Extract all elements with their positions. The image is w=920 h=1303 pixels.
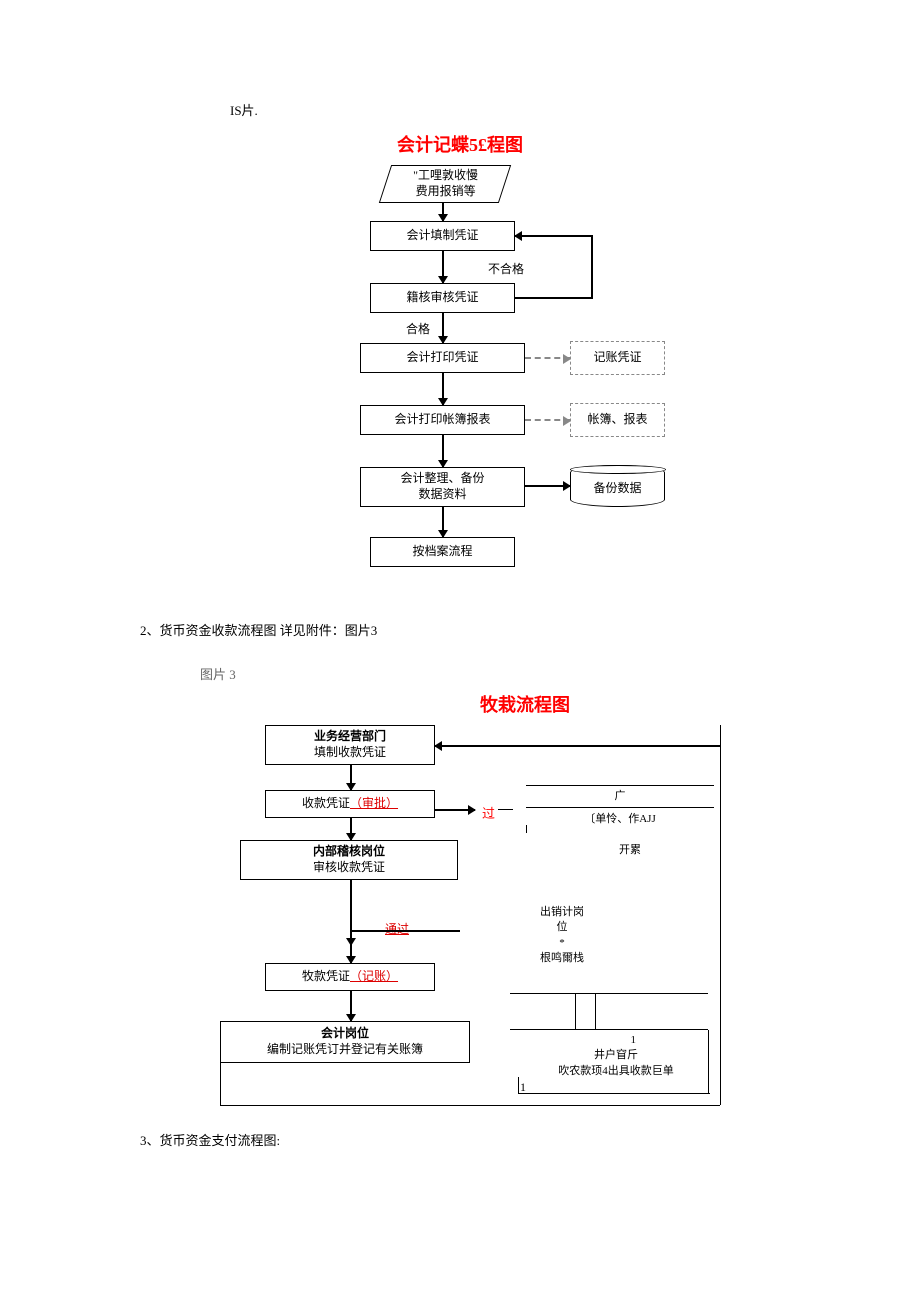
start-l1: "工哩敦收慢 [413, 168, 478, 184]
a1-l2: 填制收款凭证 [314, 745, 386, 761]
a4-base: 牧款凭证 [302, 969, 350, 983]
start-node: "工哩敦收慢 费用报销等 [379, 165, 511, 203]
flowchart-2: 业务经营部门 填制收款凭证 收款凭证（审批） 过 内部稽核岗位 审核收款凭证 通… [180, 725, 740, 1105]
n4-side: 帐簿、报表 [570, 403, 665, 437]
node-audit-voucher: 籍核审核凭证 [370, 283, 515, 313]
a2-base: 收款凭证 [302, 796, 350, 810]
node-receipt-approve: 收款凭证（审批） [265, 790, 435, 818]
b1-l1: 广 [526, 789, 714, 804]
image3-caption: 图片 3 [200, 664, 780, 683]
side-b2: 开累 [580, 843, 680, 858]
n2-text: 籍核审核凭证 [406, 290, 478, 306]
b3-l4: 根鸣爾栈 [502, 951, 622, 966]
node-accounting: 会计岗位 编制记账凭订并登记有关账簿 [220, 1021, 470, 1063]
n4-text: 会计打印帐簿报表 [394, 412, 490, 428]
node-biz-dept: 业务经营部门 填制收款凭证 [265, 725, 435, 765]
chart2-title: 牧栽流程图 [270, 691, 780, 717]
label-fail: 不合格 [488, 260, 524, 277]
start-l2: 费用报销等 [413, 184, 478, 200]
section3-text: 3、货币资金支付流程图: [140, 1130, 780, 1149]
chart1-title: 会计记蝶5£程图 [140, 131, 780, 157]
label-tongguo: 通过 [385, 920, 409, 937]
side-b3: 出销计岗 位 * 根鸣爾栈 [502, 905, 622, 967]
n5-l2: 数据资料 [418, 487, 466, 503]
b3-l3: * [502, 936, 622, 951]
header-label: IS片. [230, 100, 780, 119]
n3-side: 记账凭证 [570, 341, 665, 375]
side-b1: 广 〔单怜、作AJJ [526, 785, 714, 828]
flowchart-1: "工哩敦收慢 费用报销等 会计填制凭证 不合格 籍核审核凭证 合格 会计打印凭证… [220, 165, 700, 605]
section2-text: 2、货币资金收款流程图 详见附件：图片3 [140, 620, 780, 639]
n5-side-cylinder: 备份数据 [570, 465, 665, 507]
a3-l2: 审核收款凭证 [313, 860, 385, 876]
a5-l1: 会计岗位 [321, 1026, 369, 1042]
n1-text: 会计填制凭证 [406, 228, 478, 244]
b3-l1: 出销计岗 [502, 905, 622, 920]
a1-l1: 业务经营部门 [314, 729, 386, 745]
node-fill-voucher: 会计填制凭证 [370, 221, 515, 251]
node-internal-audit: 内部稽核岗位 审核收款凭证 [240, 840, 458, 880]
a2-paren: （审批） [350, 796, 398, 810]
node-print-voucher: 会计打印凭证 [360, 343, 525, 373]
side-b4: 1 井户窅斤 吹农款顼4出具收款巨单 [516, 1033, 716, 1079]
b3-l2: 位 [502, 920, 622, 935]
a3-l1: 内部稽核岗位 [313, 844, 385, 860]
label-pass: 合格 [406, 320, 430, 337]
label-pass-guo: 过 [482, 803, 495, 822]
a5-l2: 编制记账凭订并登记有关账簿 [267, 1042, 423, 1058]
b4-l1: 1 [516, 1033, 716, 1048]
node-backup: 会计整理、备份 数据资料 [360, 467, 525, 507]
n6-text: 按档案流程 [412, 544, 472, 560]
a4-paren: （记账） [350, 969, 398, 983]
b4-l2: 井户窅斤 [516, 1048, 716, 1063]
n5-l1: 会计整理、备份 [400, 471, 484, 487]
n3-text: 会计打印凭证 [406, 350, 478, 366]
node-print-books: 会计打印帐簿报表 [360, 405, 525, 435]
node-archive: 按档案流程 [370, 537, 515, 567]
b4-l3: 吹农款顼4出具收款巨单 [516, 1064, 716, 1079]
node-receipt-record: 牧款凭证（记账） [265, 963, 435, 991]
b1-l2: 〔单怜、作AJJ [526, 812, 714, 827]
